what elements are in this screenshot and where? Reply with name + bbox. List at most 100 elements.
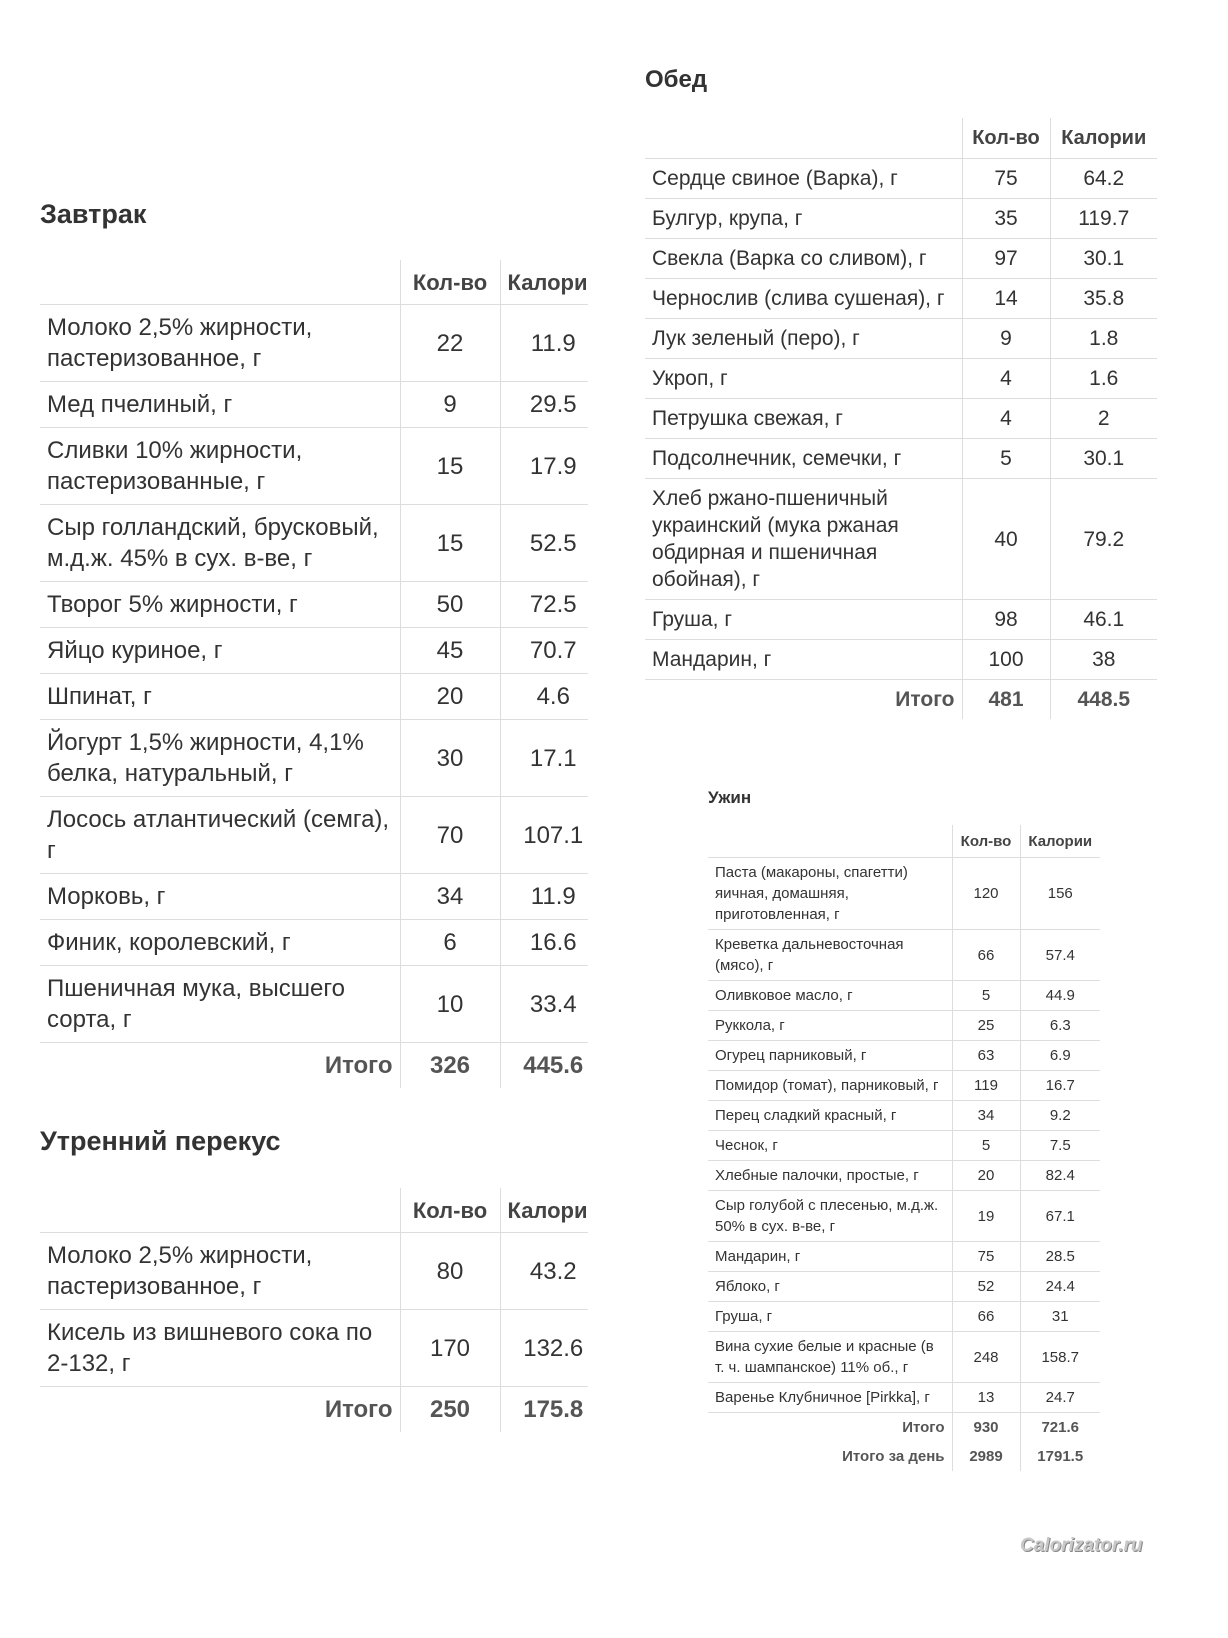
table-row: Молоко 2,5% жирности, пастеризованное, г…	[40, 304, 588, 382]
table-row: Оливковое масло, г 5 44.9	[708, 980, 1100, 1011]
header-qty: Кол-во	[399, 1188, 500, 1233]
food-qty: 15	[399, 427, 500, 505]
food-qty: 100	[961, 639, 1050, 680]
table-row: Помидор (томат), парниковый, г 119 16.7	[708, 1070, 1100, 1101]
food-qty: 66	[951, 1301, 1020, 1332]
table-row: Паста (макароны, спагетти) яичная, домаш…	[708, 857, 1100, 930]
food-calories: 156	[1019, 857, 1100, 930]
watermark: Calorizator.ru	[1020, 1535, 1143, 1556]
header-calories: Калории	[1049, 118, 1157, 159]
food-qty: 75	[951, 1241, 1020, 1272]
food-qty: 120	[951, 857, 1020, 930]
table-row: Булгур, крупа, г 35 119.7	[645, 198, 1157, 239]
food-qty: 4	[961, 358, 1050, 399]
table-row: Мандарин, г 100 38	[645, 639, 1157, 680]
snack-table: Кол-воКалорииМолоко 2,5% жирности, пасте…	[40, 1188, 588, 1432]
total-qty: 250	[399, 1386, 500, 1432]
food-qty: 20	[951, 1160, 1020, 1191]
food-calories: 24.7	[1019, 1382, 1100, 1413]
food-name: Хлеб ржано-пшеничный украинский (мука рж…	[645, 478, 962, 600]
food-calories: 79.2	[1049, 478, 1157, 600]
food-name: Сливки 10% жирности, пастеризованные, г	[40, 427, 400, 505]
food-qty: 9	[961, 318, 1050, 359]
food-qty: 14	[961, 278, 1050, 319]
table-row: Вина сухие белые и красные (в т. ч. шамп…	[708, 1331, 1100, 1383]
food-qty: 119	[951, 1070, 1020, 1101]
food-qty: 40	[961, 478, 1050, 600]
dinner-section: Ужин Кол-во Калории Паста (макароны, спаге…	[708, 785, 1108, 1560]
food-qty: 34	[951, 1100, 1020, 1131]
food-name: Лук зеленый (перо), г	[645, 318, 962, 359]
table-row: Молоко 2,5% жирности, пастеризованное, г…	[40, 1232, 588, 1310]
food-calories: 29.5	[499, 381, 588, 428]
total-label: Итого	[902, 1419, 945, 1436]
breakfast-table: Кол-воКалорииМолоко 2,5% жирности, пасте…	[40, 260, 588, 1088]
total-row: Итого 481 448.5	[645, 679, 1157, 719]
food-name: Помидор (томат), парниковый, г	[708, 1070, 952, 1101]
food-name: Молоко 2,5% жирности, пастеризованное, г	[40, 1232, 400, 1310]
table-row: Пшеничная мука, высшего сорта, г 10 33.4	[40, 965, 588, 1043]
food-calories: 1.6	[1049, 358, 1157, 399]
food-calories: 64.2	[1049, 158, 1157, 199]
table-row: Йогурт 1,5% жирности, 4,1% белка, натура…	[40, 719, 588, 797]
snack-section: Утренний перекус Кол-воКалорииМолоко 2,5…	[40, 1122, 588, 1442]
food-calories: 57.4	[1019, 929, 1100, 981]
food-name: Паста (макароны, спагетти) яичная, домаш…	[708, 857, 952, 930]
total-label: Итого	[324, 1396, 393, 1423]
food-name: Сыр голубой с плесенью, м.д.ж. 50% в сух…	[708, 1190, 952, 1242]
table-row: Укроп, г 4 1.6	[645, 358, 1157, 399]
food-name: Петрушка свежая, г	[645, 398, 962, 439]
table-row: Мандарин, г 75 28.5	[708, 1241, 1100, 1272]
table-row: Мед пчелиный, г 9 29.5	[40, 381, 588, 428]
day-total-qty: 2989	[951, 1442, 1020, 1471]
food-qty: 5	[961, 438, 1050, 479]
food-calories: 67.1	[1019, 1190, 1100, 1242]
food-qty: 4	[961, 398, 1050, 439]
total-label: Итого	[895, 688, 955, 711]
total-row: Итого 250 175.8	[40, 1386, 588, 1432]
table-row: Лосось атлантический (семга), г 70 107.1	[40, 796, 588, 874]
day-total-label: Итого за день	[842, 1448, 945, 1465]
food-name: Чеснок, г	[708, 1130, 952, 1161]
food-qty: 30	[399, 719, 500, 797]
food-name: Молоко 2,5% жирности, пастеризованное, г	[40, 304, 400, 382]
food-name: Сыр голландский, брусковый, м.д.ж. 45% в…	[40, 504, 400, 582]
breakfast-section: Завтрак Кол-воКалорииМолоко 2,5% жирност…	[40, 195, 588, 1130]
table-row: Творог 5% жирности, г 50 72.5	[40, 581, 588, 628]
table-row: Финик, королевский, г 6 16.6	[40, 919, 588, 966]
total-qty: 326	[399, 1042, 500, 1088]
food-name: Свекла (Варка со сливом), г	[645, 238, 962, 279]
food-calories: 11.9	[499, 304, 588, 382]
food-name: Перец сладкий красный, г	[708, 1100, 952, 1131]
header-name	[40, 260, 400, 305]
food-qty: 6	[399, 919, 500, 966]
food-name: Груша, г	[645, 599, 962, 640]
day-total-calories: 1791.5	[1019, 1442, 1100, 1471]
food-calories: 70.7	[499, 627, 588, 674]
food-qty: 66	[951, 929, 1020, 981]
food-calories: 38	[1049, 639, 1157, 680]
breakfast-title: Завтрак	[40, 199, 147, 229]
food-name: Яблоко, г	[708, 1271, 952, 1302]
food-calories: 30.1	[1049, 238, 1157, 279]
table-row: Яблоко, г 52 24.4	[708, 1271, 1100, 1302]
dinner-title: Ужин	[708, 788, 752, 807]
food-qty: 34	[399, 873, 500, 920]
food-qty: 70	[399, 796, 500, 874]
table-row: Шпинат, г 20 4.6	[40, 673, 588, 720]
food-calories: 44.9	[1019, 980, 1100, 1011]
food-name: Морковь, г	[40, 873, 400, 920]
food-qty: 80	[399, 1232, 500, 1310]
header-qty: Кол-во	[951, 825, 1020, 858]
food-calories: 132.6	[499, 1309, 588, 1387]
food-name: Финик, королевский, г	[40, 919, 400, 966]
food-name: Сердце свиное (Варка), г	[645, 158, 962, 199]
header-calories: Калории	[1019, 825, 1100, 858]
table-row: Креветка дальневосточная (мясо), г 66 57.4	[708, 929, 1100, 981]
total-qty: 481	[961, 679, 1050, 719]
food-name: Пшеничная мука, высшего сорта, г	[40, 965, 400, 1043]
